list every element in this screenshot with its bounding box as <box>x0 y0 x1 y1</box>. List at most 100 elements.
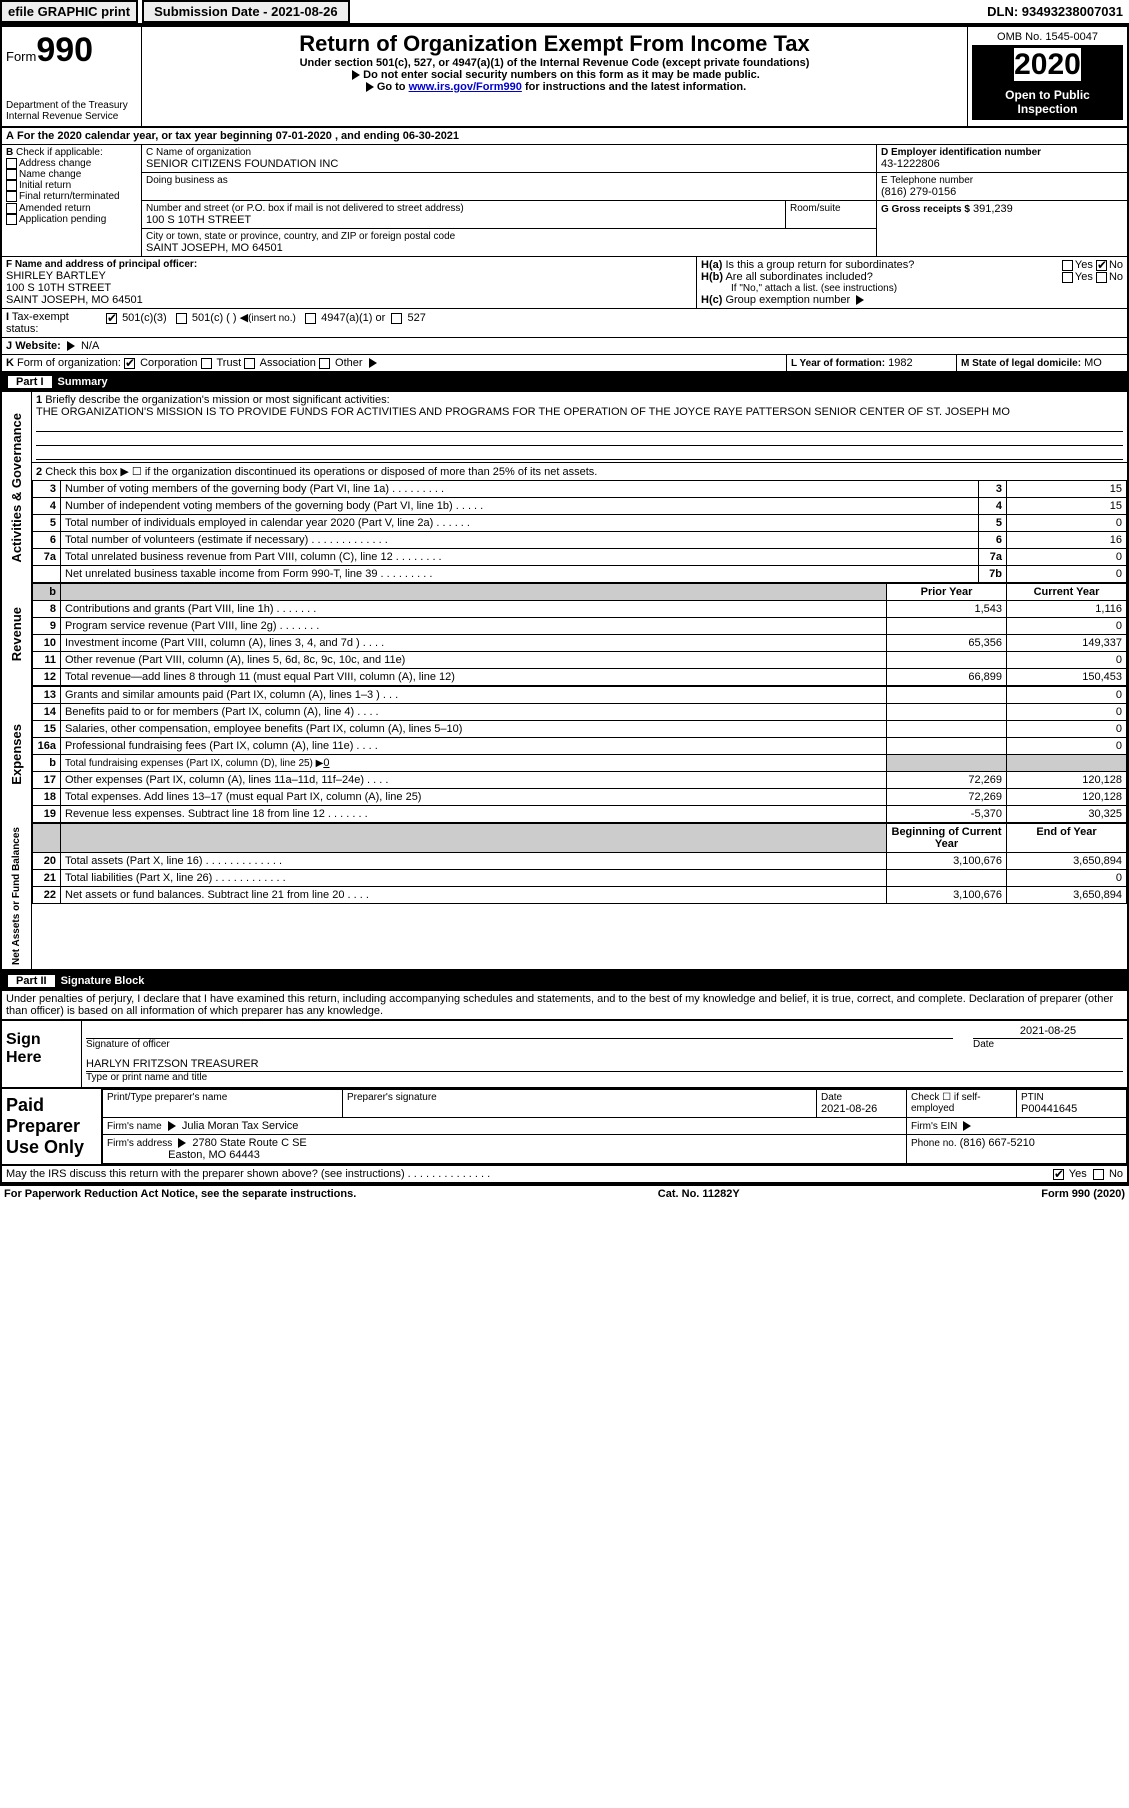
line7a-val: 0 <box>1007 549 1127 566</box>
check-501c3[interactable] <box>106 313 117 324</box>
line6-label: Total number of volunteers (estimate if … <box>61 532 979 549</box>
discuss-no[interactable] <box>1093 1169 1104 1180</box>
firm-name-label: Firm's name <box>107 1121 162 1132</box>
box-k-label: Form of organization: <box>17 357 121 369</box>
dln: DLN: 93493238007031 <box>981 2 1129 21</box>
check-amended[interactable] <box>6 203 17 214</box>
line20-boy: 3,100,676 <box>887 853 1007 870</box>
box-j-label: Website: <box>15 340 61 352</box>
box-b-label: Check if applicable: <box>16 147 103 158</box>
line17: Other expenses (Part IX, column (A), lin… <box>61 772 887 789</box>
line18: Total expenses. Add lines 13–17 (must eq… <box>61 789 887 806</box>
discuss-label: May the IRS discuss this return with the… <box>6 1168 1053 1180</box>
activities-label: Activities & Governance <box>7 409 26 567</box>
current-year-hdr: Current Year <box>1007 584 1127 601</box>
sig-date-label: Date <box>973 1039 1123 1050</box>
paid-preparer-label: Paid Preparer Use Only <box>2 1089 102 1164</box>
line18-curr: 120,128 <box>1007 789 1127 806</box>
arrow-icon <box>168 1121 176 1131</box>
line6-val: 16 <box>1007 532 1127 549</box>
gross-receipts: 391,239 <box>973 203 1013 215</box>
hb-yes[interactable] <box>1062 272 1073 283</box>
ha-no[interactable] <box>1096 260 1107 271</box>
line16b: Total fundraising expenses (Part IX, col… <box>61 755 887 772</box>
form-number: 990 <box>36 31 93 69</box>
line9: Program service revenue (Part VIII, line… <box>61 618 887 635</box>
hb-note: If "No," attach a list. (see instruction… <box>701 283 1123 294</box>
preparer-date: 2021-08-26 <box>821 1103 902 1115</box>
prior-year-hdr: Prior Year <box>887 584 1007 601</box>
line4-val: 15 <box>1007 498 1127 515</box>
sign-here-block: Sign Here Signature of officer 2021-08-2… <box>0 1021 1129 1089</box>
arrow-icon <box>67 341 75 351</box>
declaration: Under penalties of perjury, I declare th… <box>0 991 1129 1021</box>
box-i-label: Tax-exempt status: <box>6 311 69 335</box>
box-l-label: L Year of formation: <box>791 358 885 369</box>
telephone: (816) 279-0156 <box>881 186 1123 198</box>
check-final-return[interactable] <box>6 191 17 202</box>
preparer-sig-label: Preparer's signature <box>347 1092 812 1103</box>
dba-label: Doing business as <box>146 175 872 186</box>
line9-prior <box>887 618 1007 635</box>
line11-prior <box>887 652 1007 669</box>
firm-name: Julia Moran Tax Service <box>182 1120 299 1132</box>
line5-val: 0 <box>1007 515 1127 532</box>
revenue-table: bPrior YearCurrent Year 8Contributions a… <box>32 583 1127 686</box>
discuss-yes[interactable] <box>1053 1169 1064 1180</box>
arrow-icon <box>369 358 377 368</box>
firm-addr1: 2780 State Route C SE <box>192 1137 306 1149</box>
officer-name: SHIRLEY BARTLEY <box>6 270 692 282</box>
sign-here-label: Sign Here <box>2 1021 82 1087</box>
check-501c[interactable] <box>176 313 187 324</box>
check-name-change[interactable] <box>6 169 17 180</box>
dept-treasury: Department of the Treasury <box>6 100 137 111</box>
check-assoc[interactable] <box>244 358 255 369</box>
line8-prior: 1,543 <box>887 601 1007 618</box>
ein: 43-1222806 <box>881 158 1123 170</box>
line15-curr: 0 <box>1007 721 1127 738</box>
line16b-curr <box>1007 755 1127 772</box>
officer-addr1: 100 S 10TH STREET <box>6 282 692 294</box>
firm-addr-label: Firm's address <box>107 1138 172 1149</box>
arrow-icon <box>352 70 360 80</box>
line12: Total revenue—add lines 8 through 11 (mu… <box>61 669 887 686</box>
hb-label: Are all subordinates included? <box>725 271 872 283</box>
lines-3-7: 3Number of voting members of the governi… <box>32 480 1127 583</box>
box-f-label: F Name and address of principal officer: <box>6 259 692 270</box>
efile-print[interactable]: efile GRAPHIC print <box>0 0 138 23</box>
blank-line <box>36 432 1123 446</box>
box-g-label: G Gross receipts $ <box>881 204 970 215</box>
paid-preparer-block: Paid Preparer Use Only Print/Type prepar… <box>0 1089 1129 1166</box>
form990-link[interactable]: www.irs.gov/Form990 <box>409 81 522 93</box>
self-employed-check: Check ☐ if self-employed <box>907 1090 1017 1118</box>
firm-addr2: Easton, MO 64443 <box>168 1149 260 1161</box>
check-initial-return[interactable] <box>6 180 17 191</box>
irs-label: Internal Revenue Service <box>6 111 137 122</box>
tax-year: 2020 <box>1014 48 1081 81</box>
line20: Total assets (Part X, line 16) . . . . .… <box>61 853 887 870</box>
check-corp[interactable] <box>124 358 135 369</box>
hb-no[interactable] <box>1096 272 1107 283</box>
check-app-pending[interactable] <box>6 214 17 225</box>
check-527[interactable] <box>391 313 402 324</box>
open-public: Open to Public Inspection <box>972 84 1123 120</box>
officer-typed-name: HARLYN FRITZSON TREASURER <box>86 1058 1123 1072</box>
line11-curr: 0 <box>1007 652 1127 669</box>
part1-header: Part ISummary <box>0 372 1129 392</box>
officer-name-label: Type or print name and title <box>86 1072 1123 1083</box>
line10: Investment income (Part VIII, column (A)… <box>61 635 887 652</box>
footer: For Paperwork Reduction Act Notice, see … <box>0 1184 1129 1202</box>
arrow-icon <box>963 1121 971 1131</box>
ha-yes[interactable] <box>1062 260 1073 271</box>
submission-date: Submission Date - 2021-08-26 <box>142 0 350 23</box>
line15-prior <box>887 721 1007 738</box>
ptin-label: PTIN <box>1021 1092 1122 1103</box>
check-trust[interactable] <box>201 358 212 369</box>
line10-prior: 65,356 <box>887 635 1007 652</box>
arrow-icon <box>178 1138 186 1148</box>
eoy-hdr: End of Year <box>1007 824 1127 853</box>
check-other[interactable] <box>319 358 330 369</box>
footer-right: Form 990 (2020) <box>1041 1188 1125 1200</box>
check-address-change[interactable] <box>6 158 17 169</box>
check-4947[interactable] <box>305 313 316 324</box>
